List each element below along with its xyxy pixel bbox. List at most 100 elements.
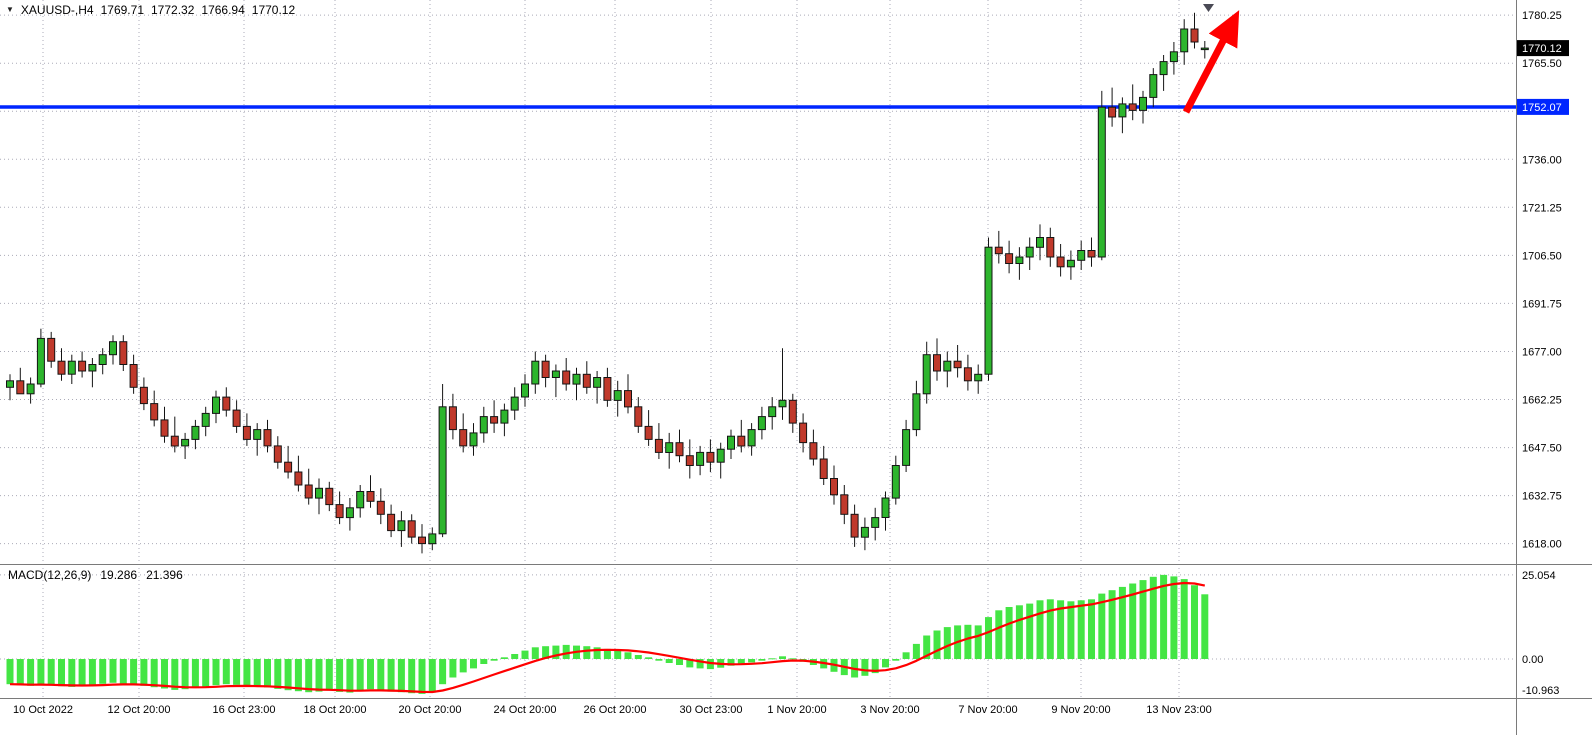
candle-up (974, 373, 983, 382)
candle-up (757, 416, 766, 431)
macd-histogram-bar (325, 659, 333, 691)
candle-up (469, 432, 478, 447)
price-axis-label: 1632.75 (1522, 491, 1562, 503)
macd-histogram-bar (191, 659, 199, 688)
candle-up (727, 435, 735, 450)
price-axis-label: 1780.25 (1522, 10, 1562, 22)
candle-up (253, 429, 262, 440)
trend-arrow[interactable] (1182, 10, 1240, 114)
macd-histogram-bar (130, 659, 138, 685)
macd-histogram-bar (181, 659, 189, 690)
current-price-box (1517, 40, 1569, 57)
macd-histogram-bar (150, 659, 158, 688)
macd-histogram-bar (511, 654, 519, 659)
candle-up (1139, 96, 1147, 111)
high-value: 1772.32 (151, 3, 195, 17)
macd-histogram-bar (356, 659, 364, 691)
macd-axis-label: -10.963 (1522, 685, 1559, 697)
macd-histogram-bar (1067, 601, 1075, 659)
macd-histogram-bar (1201, 594, 1209, 659)
candle-up (479, 416, 488, 434)
candle-down (1190, 28, 1199, 43)
macd-histogram-bar (1129, 583, 1137, 659)
macd-histogram-bar (1077, 600, 1085, 659)
candle-up (1036, 237, 1044, 248)
candle-down (16, 380, 25, 395)
macd-histogram-bar (109, 659, 117, 683)
trend-arrow-annotation[interactable] (1182, 4, 1240, 114)
macd-histogram-bar (995, 610, 1003, 659)
candle-down (150, 403, 159, 421)
candle-down (170, 435, 179, 447)
candle-up (1169, 51, 1178, 63)
macd-histogram-bar (985, 617, 992, 659)
candle-up (201, 412, 210, 427)
macd-histogram-bar (542, 646, 550, 659)
grid-lines (0, 0, 1516, 698)
candle-up (1180, 28, 1189, 53)
macd-histogram-bar (274, 659, 282, 689)
candle-down (809, 442, 818, 460)
macd-histogram-bar (861, 659, 869, 676)
candle-up (1077, 250, 1086, 261)
candle-up (891, 465, 900, 499)
macd-histogram-bar (202, 659, 210, 687)
price-axis-label: 1765.50 (1522, 58, 1562, 70)
candle-down (407, 520, 416, 538)
macd-histogram-bar (233, 659, 241, 685)
macd-histogram-bar (418, 659, 426, 694)
macd-main-value: 19.286 (100, 568, 138, 582)
candle-down (325, 487, 334, 506)
candle-down (799, 422, 808, 444)
chart-ohlc-header: ▼ XAUUSD-,H4 1769.71 1772.32 1766.94 177… (6, 3, 295, 17)
candle-up (1149, 74, 1158, 98)
candle-down (850, 513, 859, 538)
macd-histogram-bar (634, 655, 642, 659)
macd-histogram-bar (1015, 605, 1023, 659)
time-axis-label: 9 Nov 20:00 (1051, 704, 1110, 716)
candle-up (696, 451, 705, 466)
macd-histogram-bar (655, 659, 663, 661)
time-axis-label: 13 Nov 23:00 (1146, 704, 1211, 716)
time-axis-label: 12 Oct 20:00 (108, 704, 171, 716)
candle-down (284, 461, 293, 473)
candle-down (634, 406, 643, 427)
candle-down (541, 360, 550, 379)
macd-histogram-bar (367, 659, 374, 690)
candle-up (315, 487, 323, 499)
time-axis-label: 20 Oct 20:00 (399, 704, 462, 716)
time-axis-label: 30 Oct 23:00 (680, 704, 743, 716)
macd-histogram-bar (346, 659, 354, 693)
macd-histogram-bar (16, 659, 24, 686)
candle-down (830, 478, 838, 496)
candle-up (716, 448, 725, 463)
macd-histogram-bar (665, 659, 673, 663)
macd-axis-label: 25.054 (1522, 570, 1556, 582)
candle-up (1200, 47, 1209, 51)
macd-histogram-bar (871, 659, 879, 674)
time-axis-label: 3 Nov 20:00 (860, 704, 919, 716)
time-axis-label: 26 Oct 20:00 (584, 704, 647, 716)
candle-up (109, 341, 117, 356)
candle-up (881, 497, 890, 518)
candle-down (788, 399, 797, 424)
macd-histogram-bar (500, 657, 508, 659)
candle-up (531, 360, 540, 385)
price-axis-label: 1662.25 (1522, 395, 1562, 407)
candle-up (871, 517, 880, 528)
candle-down (366, 491, 375, 502)
candle-down (933, 354, 941, 372)
candle-up (1097, 106, 1106, 258)
candle-up (521, 383, 529, 398)
macd-histogram-bar (490, 659, 498, 661)
time-axis-label: 18 Oct 20:00 (304, 704, 367, 716)
candle-down (963, 367, 972, 382)
macd-histogram-bar (439, 659, 447, 685)
candle-down (160, 419, 169, 437)
candle-up (181, 438, 190, 447)
macd-histogram-bar (47, 659, 55, 686)
macd-histogram-bar (521, 650, 529, 659)
